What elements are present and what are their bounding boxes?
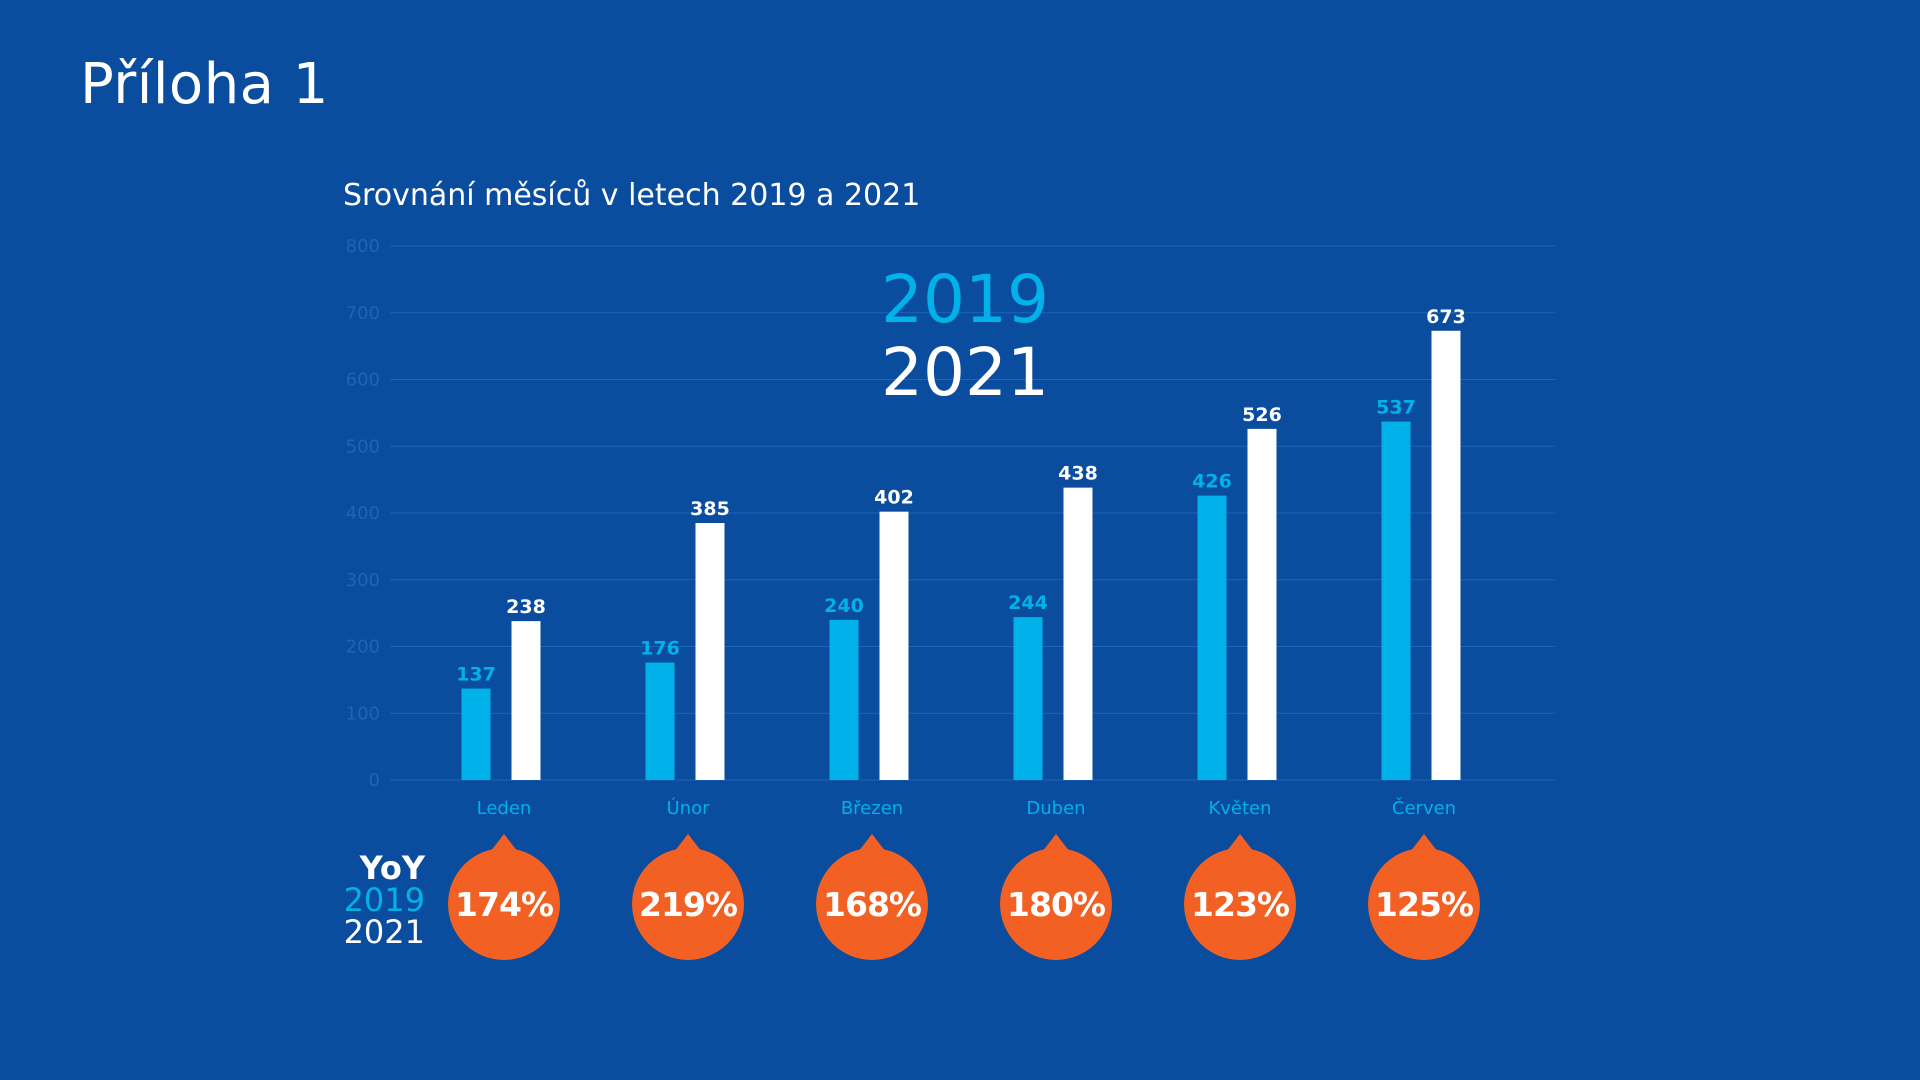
x-category-label: Leden <box>477 798 532 819</box>
bar-2019 <box>645 662 675 780</box>
yoy-label: YoY 2019 2021 <box>340 852 425 948</box>
bar-2021 <box>1247 428 1277 780</box>
data-label-2021: 238 <box>506 596 546 618</box>
y-tick-label: 300 <box>346 570 380 591</box>
y-tick-label: 700 <box>346 303 380 324</box>
y-tick-label: 800 <box>346 236 380 257</box>
y-tick-label: 600 <box>346 370 380 391</box>
y-tick-label: 200 <box>346 637 380 658</box>
data-label-2021: 438 <box>1058 463 1098 485</box>
x-category-label: Únor <box>667 797 711 819</box>
data-label-2019: 137 <box>456 664 496 686</box>
y-tick-label: 100 <box>346 703 380 724</box>
bar-2019 <box>1013 617 1043 780</box>
data-label-2019: 240 <box>824 595 864 617</box>
bar-2019 <box>1197 495 1227 780</box>
data-label-2019: 244 <box>1008 592 1048 614</box>
bar-2021 <box>1063 487 1093 780</box>
y-tick-label: 400 <box>346 503 380 524</box>
yoy-word: YoY <box>359 849 425 887</box>
data-label-2019: 176 <box>640 638 680 660</box>
data-label-2021: 673 <box>1426 306 1466 328</box>
y-tick-label: 0 <box>369 770 380 791</box>
page-title: Příloha 1 <box>80 52 329 117</box>
legend-2019: 2019 <box>881 261 1049 338</box>
x-category-label: Květen <box>1208 798 1271 819</box>
data-label-2021: 385 <box>690 498 730 520</box>
x-category-label: Červen <box>1392 797 1456 819</box>
bar-2021 <box>879 511 909 780</box>
data-label-2019: 537 <box>1376 397 1416 419</box>
bar-2021 <box>511 621 541 780</box>
yoy-year-2021: 2021 <box>343 913 425 951</box>
data-label-2021: 402 <box>874 487 914 509</box>
x-category-label: Duben <box>1026 798 1085 819</box>
x-category-label: Březen <box>841 798 903 819</box>
data-label-2019: 426 <box>1192 471 1232 493</box>
y-tick-label: 500 <box>346 436 380 457</box>
chart-title: Srovnání měsíců v letech 2019 a 2021 <box>343 178 921 213</box>
bar-2019 <box>1381 421 1411 780</box>
bar-2019 <box>829 619 859 780</box>
bar-2021 <box>695 523 725 780</box>
bar-2021 <box>1431 330 1461 780</box>
bar-2019 <box>461 688 491 780</box>
data-label-2021: 526 <box>1242 404 1282 426</box>
yoy-year-2019: 2019 <box>343 881 425 919</box>
legend-2021: 2021 <box>881 334 1049 411</box>
